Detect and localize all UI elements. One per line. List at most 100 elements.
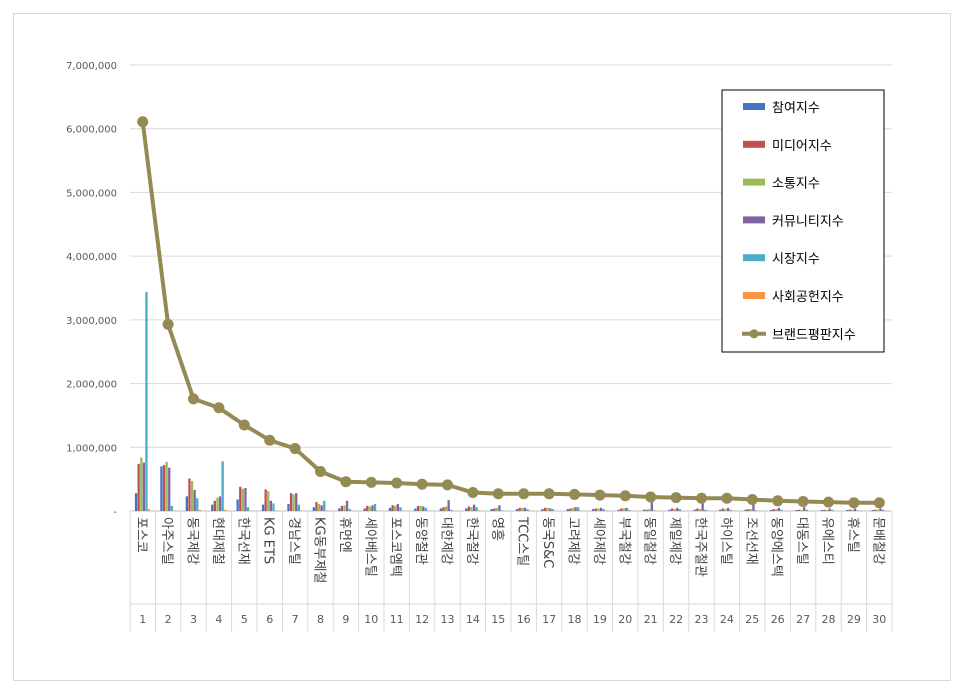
- bar: [465, 508, 468, 511]
- line-point: [137, 116, 149, 128]
- rank-label: 3: [190, 613, 197, 626]
- rank-label: 5: [241, 613, 248, 626]
- category-label: 조선선재: [743, 517, 758, 565]
- bar: [543, 507, 547, 511]
- bar: [833, 510, 836, 512]
- bar: [541, 509, 544, 511]
- legend-label: 사회공헌지수: [772, 290, 844, 305]
- rank-label: 17: [542, 613, 556, 626]
- bar: [592, 509, 595, 511]
- bar: [780, 509, 783, 511]
- bar: [599, 507, 603, 511]
- bar: [396, 503, 399, 511]
- bar: [312, 507, 315, 511]
- category-label: KG동부제철: [312, 517, 327, 583]
- y-tick-label: -: [113, 507, 117, 518]
- rank-label: 30: [872, 613, 886, 626]
- bar: [848, 509, 851, 511]
- bar: [343, 505, 346, 511]
- bar: [856, 510, 859, 511]
- legend-swatch: [743, 254, 765, 262]
- bar: [795, 510, 798, 511]
- bar: [653, 510, 656, 511]
- rank-label: 2: [165, 613, 172, 626]
- category-label: 한국철강: [464, 517, 479, 565]
- bar: [500, 510, 504, 511]
- bar: [823, 509, 826, 511]
- line-point: [518, 488, 530, 500]
- line-point: [365, 476, 377, 488]
- bar: [320, 505, 323, 511]
- bar: [224, 509, 227, 511]
- bar: [797, 509, 801, 511]
- bar: [879, 508, 882, 511]
- bar: [698, 509, 702, 511]
- rank-label: 14: [466, 613, 480, 626]
- bar: [269, 500, 272, 511]
- bar: [498, 505, 501, 511]
- bar: [478, 510, 481, 511]
- category-label: 경남스틸: [286, 517, 301, 565]
- line-point: [670, 492, 682, 504]
- rank-label: 20: [618, 613, 632, 626]
- bar: [470, 507, 473, 511]
- y-tick-label: 3,000,000: [66, 316, 117, 327]
- bar: [196, 498, 199, 511]
- bar: [447, 500, 450, 511]
- bar: [218, 496, 222, 511]
- rank-label: 15: [491, 613, 505, 626]
- bar: [188, 478, 191, 511]
- rank-label: 10: [364, 613, 378, 626]
- bar: [754, 510, 758, 511]
- line-point: [315, 465, 326, 477]
- bar: [803, 507, 806, 511]
- bar: [221, 461, 224, 511]
- bar: [670, 508, 674, 511]
- bar: [439, 508, 442, 511]
- bar: [884, 510, 887, 512]
- bar: [239, 486, 242, 511]
- category-label: 동양철관: [413, 517, 428, 565]
- line-point: [289, 443, 301, 455]
- line-point: [772, 495, 784, 507]
- bar: [579, 510, 582, 512]
- category-label: 한국선재: [235, 517, 250, 565]
- bar: [752, 500, 755, 511]
- category-label: 세아제강: [591, 517, 606, 565]
- rank-label: 21: [644, 613, 658, 626]
- bar: [272, 503, 275, 511]
- line-point: [569, 488, 580, 500]
- category-label: 한국주철관: [693, 517, 708, 577]
- bar: [137, 463, 140, 511]
- bar: [620, 508, 623, 511]
- bar: [549, 508, 552, 511]
- bar: [808, 510, 811, 512]
- bar: [769, 510, 773, 511]
- legend-marker: [749, 329, 759, 339]
- bar: [825, 509, 829, 511]
- bar: [546, 507, 549, 511]
- bar: [876, 509, 879, 511]
- line-point: [416, 478, 428, 490]
- bar: [881, 509, 885, 511]
- line-point: [467, 487, 479, 499]
- bar: [831, 509, 834, 511]
- bar: [338, 508, 341, 511]
- category-label: 대한제강: [439, 517, 454, 565]
- rank-label: 24: [720, 613, 734, 626]
- bar: [295, 493, 298, 511]
- bar: [325, 510, 328, 511]
- bar: [668, 509, 671, 511]
- bar: [566, 509, 569, 511]
- bar: [622, 508, 625, 511]
- line-point: [162, 318, 174, 330]
- category-label: 문배철강: [870, 517, 885, 565]
- bar: [782, 510, 786, 512]
- category-label: 포스코: [134, 517, 149, 553]
- y-tick-label: 6,000,000: [66, 125, 117, 136]
- bar: [704, 509, 707, 511]
- bar: [721, 508, 724, 511]
- legend-swatch: [743, 216, 765, 224]
- y-tick-label: 7,000,000: [66, 61, 117, 72]
- bar: [416, 505, 420, 511]
